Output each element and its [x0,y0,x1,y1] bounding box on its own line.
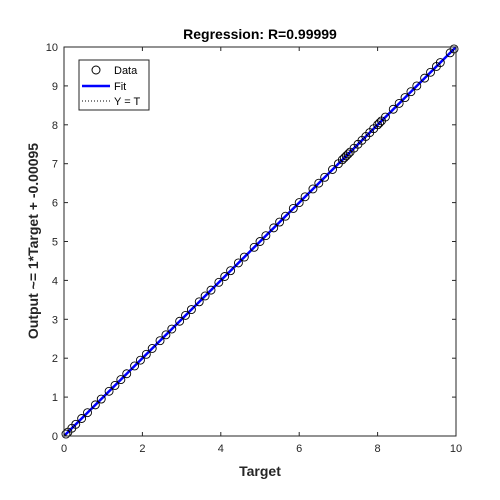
data-point [71,419,81,429]
data-point [135,355,145,365]
data-point [116,375,126,385]
data-point [255,237,265,246]
data-point [314,178,324,188]
legend: Data Fit Y = T [78,59,150,111]
data-point [77,414,87,423]
data-point [261,231,271,241]
data-point [200,291,210,301]
data-point [141,349,151,359]
y-tick-label: 0 [52,431,58,443]
legend-label-data: Data [114,65,138,77]
data-point [343,149,353,159]
y-tick-label: 8 [52,120,58,132]
y-tick-label: 3 [52,314,58,326]
data-point [394,98,404,108]
data-point [426,67,435,77]
y-tick-label: 2 [52,353,58,365]
y-tick-label: 10 [46,42,58,54]
data-point [269,223,279,233]
y-tick-label: 9 [52,81,58,93]
data-point [186,305,196,315]
data-point [83,408,92,418]
data-point [275,217,285,227]
data-point [161,330,171,340]
data-point [300,192,310,202]
data-point [175,316,185,326]
data-point [420,73,430,83]
data-markers [61,44,459,439]
legend-data-marker [91,65,101,75]
data-point [96,394,106,404]
data-point [61,429,71,439]
legend-label-fit: Fit [114,81,126,93]
data-point [435,58,445,68]
data-point [294,198,304,208]
x-axis-ticks: 0 2 4 6 8 10 [61,47,462,455]
data-point [181,310,190,320]
y-axis-ticks: 0 1 2 3 4 5 6 7 8 9 10 [46,42,456,443]
y-tick-label: 1 [52,392,58,404]
y-tick-label: 6 [52,198,58,210]
x-tick-label: 10 [450,443,462,455]
data-point [288,203,298,213]
data-point [249,242,259,252]
data-point [194,297,204,307]
x-axis-label: Target [239,463,281,479]
data-point [220,272,230,281]
fit-line-layer [63,46,457,437]
fit-line [63,46,457,437]
x-tick-label: 6 [296,443,302,455]
data-point [104,386,114,396]
x-tick-label: 4 [218,443,224,455]
x-tick-label: 0 [61,443,67,455]
data-point [406,87,416,97]
data-point [90,400,100,410]
data-point [308,184,318,194]
y-tick-label: 7 [52,159,58,171]
x-tick-label: 2 [139,443,145,455]
data-point [130,361,140,371]
data-point [226,266,236,276]
data-point [375,118,385,128]
data-point [328,165,337,174]
y-tick-label: 4 [52,275,58,287]
data-point [206,285,216,295]
y-tick-label: 5 [52,237,58,249]
data-point [214,277,224,287]
data-point [239,252,249,262]
data-point [281,211,290,221]
data-point [388,104,398,114]
x-tick-label: 8 [375,443,381,455]
data-point [233,258,243,268]
data-point [122,369,132,379]
chart-title: Regression: R=0.99999 [183,26,337,42]
data-point [320,172,330,182]
data-point [400,93,410,103]
data-point [155,336,165,346]
data-point [412,81,422,91]
data-point [380,112,390,122]
data-point [147,344,157,353]
data-point [167,324,177,334]
y-axis-label: Output ~= 1*Target + -0.00095 [25,143,41,339]
legend-label-identity: Y = T [114,96,140,108]
data-point [449,44,459,54]
data-point [110,380,120,390]
